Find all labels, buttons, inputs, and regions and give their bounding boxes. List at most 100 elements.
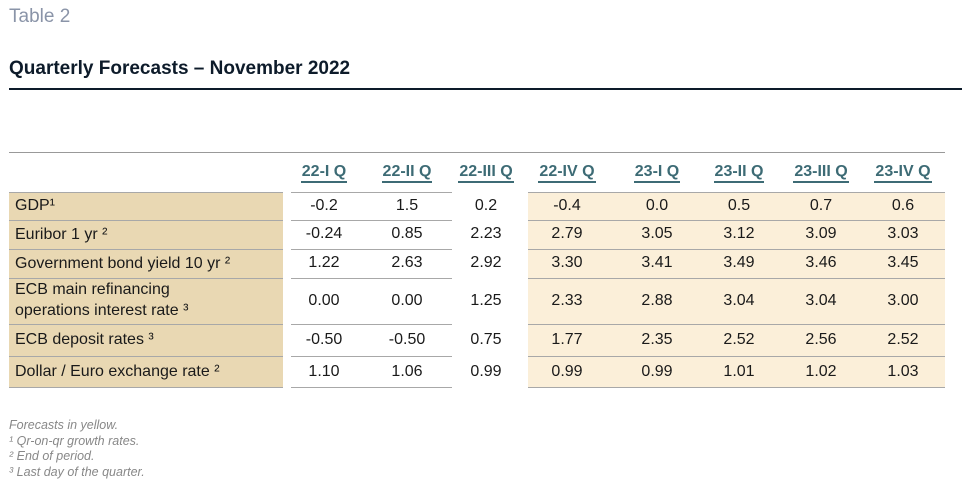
table-row: Dollar / Euro exchange rate ² 1.10 1.06 0.9… bbox=[9, 356, 945, 388]
value-cell: 2.79 bbox=[551, 225, 583, 242]
value-cell: 3.12 bbox=[723, 225, 755, 242]
value-cell: -0.24 bbox=[305, 225, 343, 242]
column-header: 23-II Q bbox=[697, 163, 781, 183]
row-divider bbox=[528, 324, 945, 325]
row-divider bbox=[528, 278, 945, 279]
row-label-line: operations interest rate ³ bbox=[15, 302, 189, 319]
value-cell: 2.52 bbox=[723, 330, 755, 348]
value-cell: 1.01 bbox=[723, 362, 755, 380]
row-divider bbox=[9, 356, 283, 357]
footnote-2: ² End of period. bbox=[9, 449, 95, 463]
value-cell: 2.56 bbox=[805, 330, 837, 348]
column-header: 23-III Q bbox=[779, 163, 863, 183]
table-row: ECB deposit rates ³ -0.50 -0.50 0.75 1.77 2.3… bbox=[9, 324, 945, 356]
column-header-text: 23-III Q bbox=[793, 163, 849, 183]
row-divider bbox=[528, 192, 945, 193]
table-top-rule bbox=[9, 152, 945, 153]
column-header: 22-II Q bbox=[365, 163, 449, 183]
row-divider bbox=[291, 249, 452, 250]
row-divider bbox=[9, 324, 283, 325]
forecast-shading bbox=[528, 278, 945, 324]
value-cell: -0.50 bbox=[388, 330, 426, 348]
title-divider bbox=[9, 88, 962, 90]
table-row: ECB main refinancing operations interest … bbox=[9, 278, 945, 324]
value-cell: 3.45 bbox=[887, 254, 919, 271]
value-cell: 1.06 bbox=[391, 362, 423, 380]
value-cell: 2.63 bbox=[391, 254, 423, 271]
value-cell: 2.92 bbox=[470, 254, 502, 271]
value-cell: 3.03 bbox=[887, 225, 919, 242]
row-divider bbox=[9, 278, 283, 279]
column-header: 22-I Q bbox=[282, 163, 366, 183]
value-cell: -0.4 bbox=[553, 196, 581, 214]
table-row: Government bond yield 10 yr ² 1.22 2.63 2.9… bbox=[9, 249, 945, 278]
table-title: Quarterly Forecasts – November 2022 bbox=[9, 58, 351, 79]
value-cell: 3.05 bbox=[641, 225, 673, 242]
column-header: 22-III Q bbox=[444, 163, 528, 183]
value-cell: 0.6 bbox=[891, 196, 915, 214]
value-cell: 1.10 bbox=[308, 362, 340, 380]
row-divider bbox=[528, 387, 945, 388]
footnote-3: ³ Last day of the quarter. bbox=[9, 464, 145, 479]
value-cell: 0.2 bbox=[474, 196, 498, 214]
value-cell: 1.22 bbox=[308, 254, 340, 271]
value-cell: 0.75 bbox=[470, 330, 502, 348]
value-cell: 2.33 bbox=[551, 291, 583, 309]
value-cell: 1.77 bbox=[551, 330, 583, 348]
value-cell: 3.41 bbox=[641, 254, 673, 271]
column-header: 23-I Q bbox=[615, 163, 699, 183]
value-cell: 0.99 bbox=[641, 362, 673, 380]
footnotes: Forecasts in yellow. ¹ Qr-on-qr growth r… bbox=[9, 418, 145, 480]
row-label: GDP¹ bbox=[15, 197, 55, 214]
row-divider bbox=[291, 192, 452, 193]
value-cell: 2.23 bbox=[470, 225, 502, 242]
row-label-line: ECB main refinancing bbox=[15, 281, 170, 298]
column-header-text: 23-II Q bbox=[713, 163, 765, 183]
forecast-shading bbox=[528, 249, 945, 278]
value-cell: 0.5 bbox=[727, 196, 751, 214]
row-divider bbox=[9, 387, 283, 388]
column-header-text: 22-III Q bbox=[458, 163, 514, 183]
row-divider bbox=[528, 249, 945, 250]
value-cell: 0.0 bbox=[645, 196, 669, 214]
column-header-text: 22-II Q bbox=[381, 163, 433, 183]
row-divider bbox=[9, 192, 283, 193]
row-divider bbox=[9, 249, 283, 250]
value-cell: 0.00 bbox=[391, 291, 423, 309]
forecast-shading bbox=[528, 356, 945, 388]
row-divider bbox=[291, 387, 452, 388]
value-cell: 0.7 bbox=[809, 196, 833, 214]
value-cell: 1.02 bbox=[805, 362, 837, 380]
column-header-text: 22-IV Q bbox=[538, 163, 596, 183]
row-label: Dollar / Euro exchange rate ² bbox=[15, 363, 220, 380]
row-label-cell: Government bond yield 10 yr ² bbox=[9, 249, 283, 278]
value-cell: 3.00 bbox=[887, 291, 919, 309]
value-cell: 0.99 bbox=[551, 362, 583, 380]
row-divider bbox=[291, 220, 452, 221]
row-label: Euribor 1 yr ² bbox=[15, 225, 108, 243]
value-cell: 3.46 bbox=[805, 254, 837, 271]
footnote-forecast: Forecasts in yellow. bbox=[9, 418, 119, 432]
value-cell: 0.00 bbox=[308, 291, 340, 309]
value-cell: 3.30 bbox=[551, 254, 583, 271]
row-divider bbox=[291, 356, 452, 357]
row-divider bbox=[291, 324, 452, 325]
row-label-cell: Euribor 1 yr ² bbox=[9, 220, 283, 249]
row-divider bbox=[528, 356, 945, 357]
column-header: 22-IV Q bbox=[525, 163, 609, 183]
row-divider bbox=[9, 220, 283, 221]
forecast-shading bbox=[528, 192, 945, 220]
value-cell: -0.2 bbox=[310, 196, 338, 214]
row-label-cell: Dollar / Euro exchange rate ² bbox=[9, 356, 283, 388]
column-header-text: 23-IV Q bbox=[874, 163, 932, 183]
value-cell: 2.88 bbox=[641, 291, 673, 309]
row-divider bbox=[291, 278, 452, 279]
row-label-cell: ECB main refinancing operations interest … bbox=[9, 278, 283, 324]
value-cell: 0.85 bbox=[391, 225, 423, 242]
table-row: Euribor 1 yr ² -0.24 0.85 2.23 2.79 3.05 3.12 3… bbox=[9, 220, 945, 249]
column-header-text: 22-I Q bbox=[300, 163, 348, 183]
column-header: 23-IV Q bbox=[861, 163, 945, 183]
row-label: Government bond yield 10 yr ² bbox=[15, 254, 231, 272]
value-cell: 1.25 bbox=[470, 291, 502, 309]
table-row: GDP¹ -0.2 1.5 0.2 -0.4 0.0 0.5 0.7 0.6 bbox=[9, 192, 945, 220]
